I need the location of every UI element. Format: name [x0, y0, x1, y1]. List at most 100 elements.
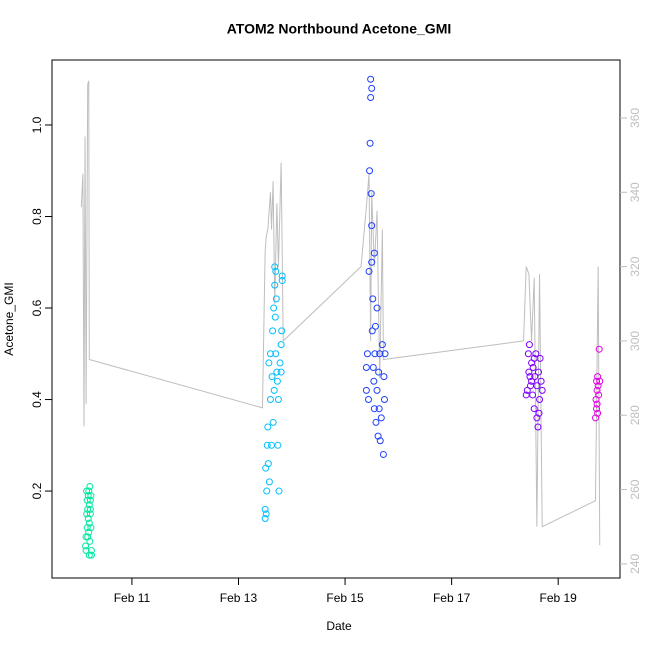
data-point — [82, 542, 90, 550]
data-point — [268, 373, 276, 381]
data-point — [87, 524, 95, 532]
data-line — [80, 80, 601, 546]
data-point — [366, 139, 374, 147]
data-point — [530, 405, 538, 413]
data-point — [268, 441, 276, 449]
data-point — [270, 386, 278, 394]
x-tick-label: Feb 13 — [220, 591, 258, 605]
data-point — [274, 441, 282, 449]
data-point — [271, 313, 279, 321]
data-point — [593, 400, 601, 408]
data-point — [273, 377, 281, 385]
data-point — [534, 368, 542, 376]
data-point — [363, 350, 371, 358]
data-point — [274, 396, 282, 404]
data-point — [379, 450, 387, 458]
data-point — [534, 423, 542, 431]
data-point — [378, 341, 386, 349]
data-point — [85, 551, 93, 559]
data-point — [266, 350, 274, 358]
data-point — [264, 423, 272, 431]
data-point — [365, 267, 373, 275]
data-point — [86, 496, 94, 504]
data-point — [380, 373, 388, 381]
data-point — [83, 510, 91, 518]
data-point — [85, 519, 93, 527]
data-point — [368, 258, 376, 266]
data-point — [529, 391, 537, 399]
data-point — [371, 322, 379, 330]
data-point — [271, 281, 279, 289]
data-point — [262, 510, 270, 518]
data-point — [370, 249, 378, 257]
data-point — [373, 304, 381, 312]
data-point — [277, 341, 285, 349]
y-tick-label: 0.2 — [30, 482, 44, 499]
x-tick-label: Feb 17 — [433, 591, 471, 605]
data-point — [272, 295, 280, 303]
data-point — [278, 277, 286, 285]
data-point — [278, 327, 286, 335]
y2-tick-label: 300 — [628, 331, 642, 351]
data-point — [367, 190, 375, 198]
y-tick-label: 0.4 — [30, 391, 44, 408]
data-point — [261, 515, 269, 523]
y2-tick-label: 280 — [628, 405, 642, 425]
data-point — [263, 441, 271, 449]
data-point — [529, 364, 537, 372]
data-point — [263, 487, 271, 495]
data-point — [269, 418, 277, 426]
data-point — [265, 359, 273, 367]
data-point — [593, 377, 601, 385]
data-point — [376, 350, 384, 358]
data-point — [524, 350, 532, 358]
data-point — [595, 345, 603, 353]
data-point — [277, 368, 285, 376]
data-point — [536, 396, 544, 404]
data-point — [593, 405, 601, 413]
x-axis-label: Date — [326, 619, 352, 633]
y2-tick-label: 360 — [628, 108, 642, 128]
x-tick-label: Feb 15 — [326, 591, 364, 605]
data-point — [525, 368, 533, 376]
y-tick-label: 0.6 — [30, 299, 44, 316]
data-point — [87, 492, 95, 500]
data-point — [528, 377, 536, 385]
data-point — [368, 222, 376, 230]
data-point — [87, 551, 95, 559]
plot-frame — [51, 59, 621, 579]
data-point — [264, 460, 272, 468]
data-point — [275, 487, 283, 495]
data-point — [362, 364, 370, 372]
data-point — [535, 409, 543, 417]
data-point — [365, 396, 373, 404]
data-point — [261, 505, 269, 513]
data-point — [83, 487, 91, 495]
data-point — [367, 94, 375, 102]
x-tick-label: Feb 11 — [114, 591, 151, 605]
data-point — [375, 368, 383, 376]
data-point — [370, 377, 378, 385]
data-point — [372, 418, 380, 426]
y-axis-label: Acetone_GMI — [2, 282, 16, 355]
data-point — [537, 377, 545, 385]
y-tick-label: 0.8 — [30, 208, 44, 225]
data-point — [594, 409, 602, 417]
data-point — [375, 405, 383, 413]
data-point — [377, 414, 385, 422]
data-point — [381, 350, 389, 358]
data-point — [86, 510, 94, 518]
data-point — [526, 373, 534, 381]
data-point — [533, 382, 541, 390]
data-point — [380, 396, 388, 404]
data-point — [272, 267, 280, 275]
data-point — [369, 295, 377, 303]
data-point — [366, 167, 374, 175]
data-point — [368, 84, 376, 92]
data-point — [525, 341, 533, 349]
data-point — [532, 350, 540, 358]
data-point — [86, 482, 94, 490]
data-point — [595, 391, 603, 399]
data-point — [271, 263, 279, 271]
